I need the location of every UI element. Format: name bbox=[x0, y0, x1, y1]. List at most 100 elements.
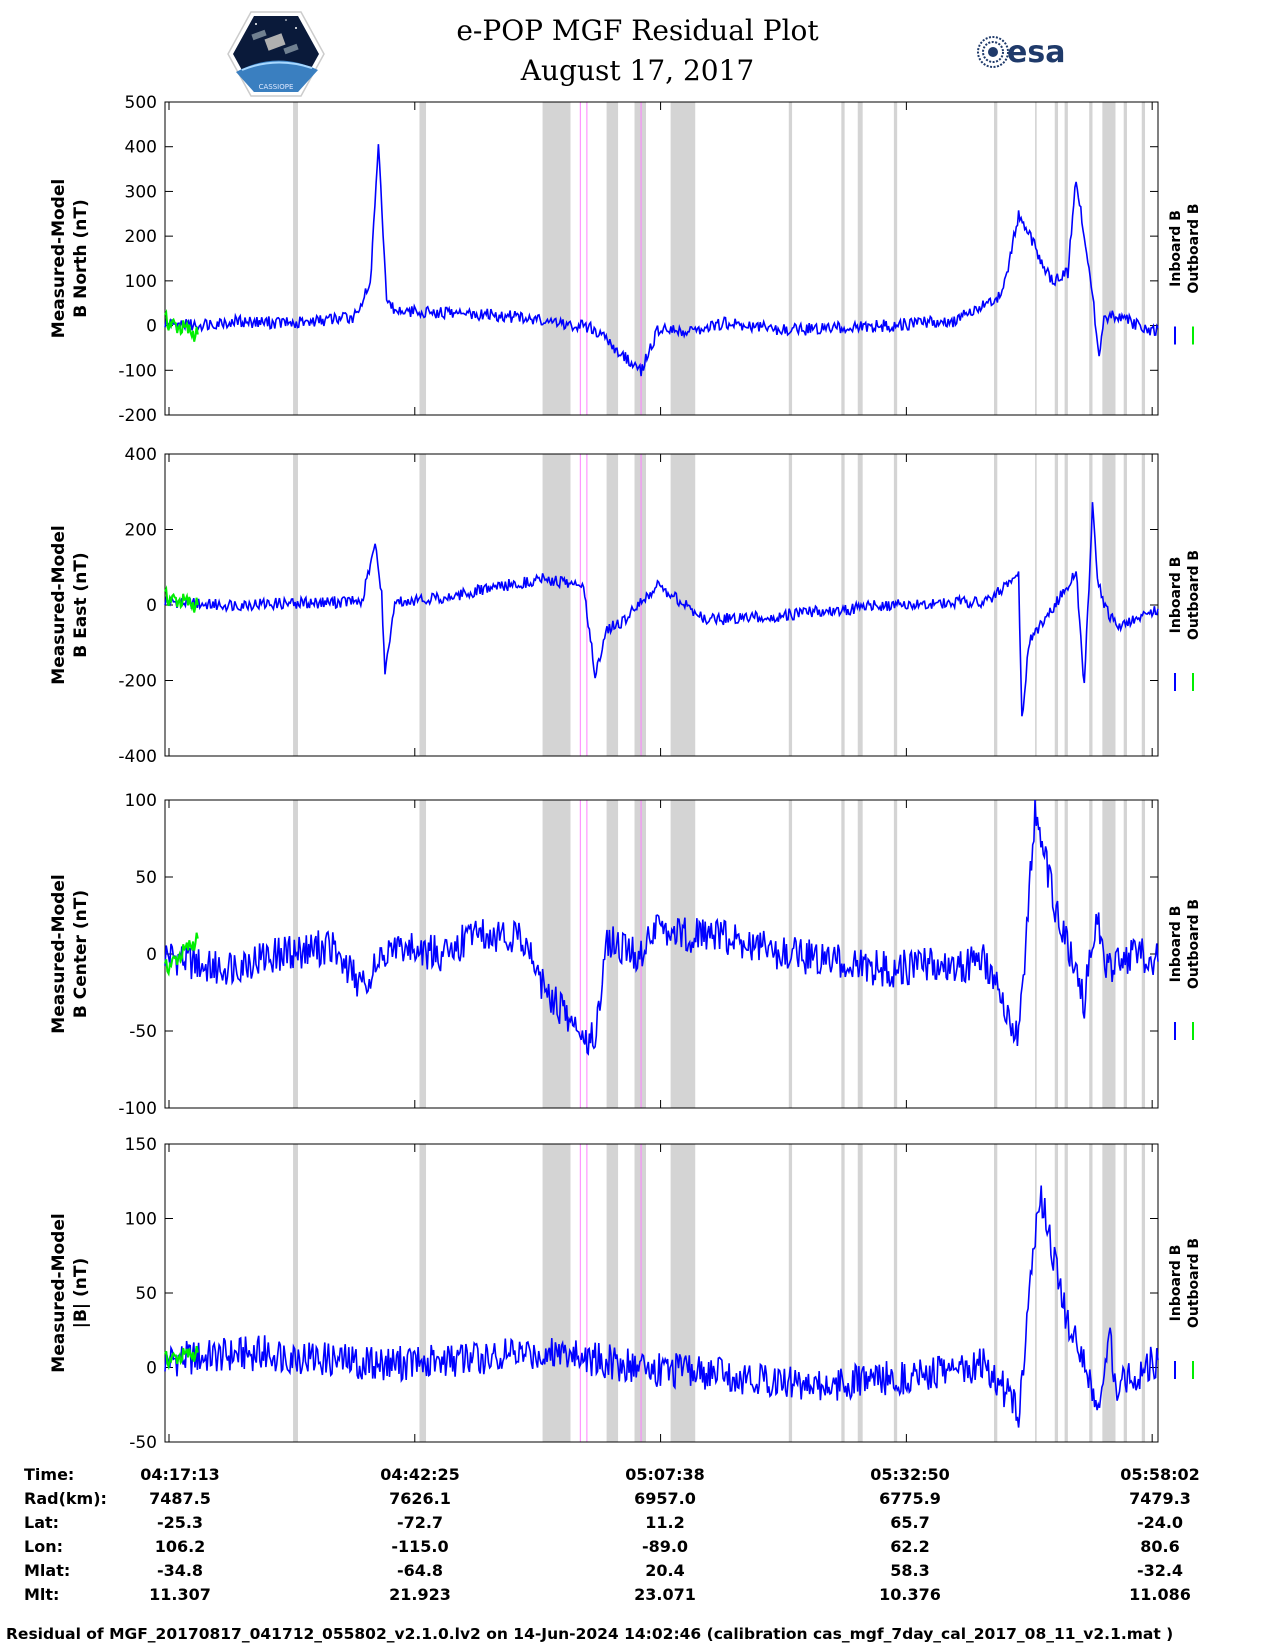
data-gap-11 bbox=[1035, 1144, 1037, 1442]
series-line-inboard-b bbox=[164, 1185, 1159, 1428]
data-gap-12 bbox=[1054, 800, 1059, 1108]
data-gap-11 bbox=[1035, 102, 1037, 415]
orbit-cell: -24.0 bbox=[1136, 1513, 1184, 1532]
data-gap-15 bbox=[1102, 1144, 1116, 1442]
data-gap-0 bbox=[293, 1144, 298, 1442]
orbit-row: Mlt: 11.307 21.923 23.071 10.376 11.086 bbox=[0, 1585, 1275, 1609]
orbit-row-label: Rad(km): bbox=[24, 1489, 107, 1508]
legend-outboard-label: Outboard B bbox=[1186, 899, 1202, 989]
legend-outboard-label: Outboard B bbox=[1186, 203, 1202, 293]
orbit-cell: 04:17:13 bbox=[140, 1465, 220, 1484]
data-gap-10 bbox=[994, 454, 998, 756]
data-gap-7 bbox=[841, 1144, 845, 1442]
orbit-cell: 80.6 bbox=[1140, 1537, 1180, 1556]
legend-outboard-label: Outboard B bbox=[1186, 550, 1202, 640]
y-tick-label: -200 bbox=[118, 672, 157, 692]
data-gap-6 bbox=[788, 1144, 793, 1442]
axis-frame bbox=[164, 101, 1159, 416]
y-tick-label: 200 bbox=[125, 521, 157, 541]
orbit-cell: 05:32:50 bbox=[870, 1465, 950, 1484]
orbit-row: Time: 04:17:13 04:42:25 05:07:38 05:32:50 05:… bbox=[0, 1465, 1275, 1489]
orbit-cell: -25.3 bbox=[156, 1513, 204, 1532]
data-gap-14 bbox=[1089, 1144, 1093, 1442]
legend-inboard-label: Inboard B bbox=[1168, 1245, 1184, 1322]
data-gap-17 bbox=[1141, 454, 1146, 756]
y-tick-label: 100 bbox=[125, 1210, 157, 1230]
plot-title-date: August 17, 2017 bbox=[520, 54, 755, 87]
orbit-cell: -72.7 bbox=[396, 1513, 444, 1532]
y-tick-label: 400 bbox=[125, 445, 157, 465]
orbit-cell: 20.4 bbox=[645, 1561, 685, 1580]
y-tick-label: -50 bbox=[129, 1433, 157, 1453]
orbit-cell: 05:07:38 bbox=[625, 1465, 705, 1484]
y-tick-label: 50 bbox=[135, 1284, 157, 1304]
orbit-cell: -115.0 bbox=[391, 1537, 449, 1556]
data-gap-11 bbox=[1035, 800, 1037, 1108]
data-gap-13 bbox=[1064, 454, 1068, 756]
data-gap-6 bbox=[788, 454, 793, 756]
y-axis-label-line1: Measured-Model bbox=[49, 525, 69, 684]
orbit-cell: 6775.9 bbox=[879, 1489, 941, 1508]
data-gap-13 bbox=[1064, 800, 1068, 1108]
orbit-row-label: Mlt: bbox=[24, 1585, 60, 1604]
data-gap-15 bbox=[1102, 102, 1116, 415]
data-gap-4 bbox=[634, 1144, 646, 1442]
y-axis-label-line2: B Center (nT) bbox=[71, 890, 91, 1018]
data-gap-10 bbox=[994, 1144, 998, 1442]
orbit-cell: -64.8 bbox=[396, 1561, 444, 1580]
orbit-cell: 65.7 bbox=[890, 1513, 930, 1532]
y-tick-label: 0 bbox=[146, 1359, 157, 1379]
y-tick-label: 0 bbox=[146, 317, 157, 337]
data-gap-11 bbox=[1035, 454, 1037, 756]
data-gap-16 bbox=[1123, 454, 1127, 756]
y-tick-label: 100 bbox=[125, 272, 157, 292]
orbit-cell: 11.2 bbox=[645, 1513, 685, 1532]
data-gap-1 bbox=[419, 454, 427, 756]
data-gap-7 bbox=[841, 800, 845, 1108]
y-axis-label-line2: B East (nT) bbox=[71, 552, 91, 657]
y-tick-label: 300 bbox=[125, 182, 157, 202]
data-gap-5 bbox=[670, 102, 696, 415]
orbit-cell: 21.923 bbox=[389, 1585, 451, 1604]
data-gap-2 bbox=[542, 1144, 571, 1442]
data-gap-8 bbox=[857, 102, 863, 415]
axis-frame bbox=[164, 1143, 1159, 1443]
y-tick-label: 0 bbox=[146, 596, 157, 616]
y-tick-label: -100 bbox=[118, 361, 157, 381]
orbit-cell: 11.307 bbox=[149, 1585, 211, 1604]
series-line-inboard-b bbox=[164, 799, 1159, 1056]
series-line-inboard-b bbox=[164, 502, 1159, 717]
data-gap-8 bbox=[857, 1144, 863, 1442]
y-axis-label-line1: Measured-Model bbox=[49, 874, 69, 1033]
orbit-cell: -34.8 bbox=[156, 1561, 204, 1580]
orbit-cell: 106.2 bbox=[154, 1537, 206, 1556]
data-gap-17 bbox=[1141, 102, 1146, 415]
series-line-inboard-b bbox=[164, 144, 1159, 377]
y-tick-label: -100 bbox=[118, 1099, 157, 1119]
orbit-cell: 23.071 bbox=[634, 1585, 696, 1604]
cassiope-logo-text: CASSIOPE bbox=[259, 83, 294, 91]
data-gap-3 bbox=[606, 454, 619, 756]
y-tick-label: 0 bbox=[146, 945, 157, 965]
data-gap-2 bbox=[542, 102, 571, 415]
esa-logo: esa bbox=[977, 35, 1065, 70]
data-gap-3 bbox=[606, 1144, 619, 1442]
legend-outboard-label: Outboard B bbox=[1186, 1238, 1202, 1328]
y-tick-label: -200 bbox=[118, 406, 157, 426]
orbit-row-label: Time: bbox=[24, 1465, 75, 1484]
data-gap-1 bbox=[419, 102, 427, 415]
chart-panel-4: -50 0 50 100 150 Measured-Model |B| (nT) Inboar… bbox=[49, 1135, 1202, 1453]
y-axis-label-line1: Measured-Model bbox=[49, 179, 69, 338]
y-tick-label: 50 bbox=[135, 868, 157, 888]
chart-panel-1: -200 -100 0 100 200 300 400 500 Measured-Model B … bbox=[49, 93, 1202, 426]
orbit-row-label: Mlat: bbox=[24, 1561, 71, 1580]
orbit-cell: -32.4 bbox=[1136, 1561, 1184, 1580]
data-gap-16 bbox=[1123, 102, 1127, 415]
y-tick-label: -400 bbox=[118, 747, 157, 767]
orbit-cell: 6957.0 bbox=[634, 1489, 696, 1508]
data-gap-6 bbox=[788, 102, 793, 415]
data-gap-6 bbox=[788, 800, 793, 1108]
data-gap-15 bbox=[1102, 454, 1116, 756]
data-gap-9 bbox=[893, 1144, 898, 1442]
